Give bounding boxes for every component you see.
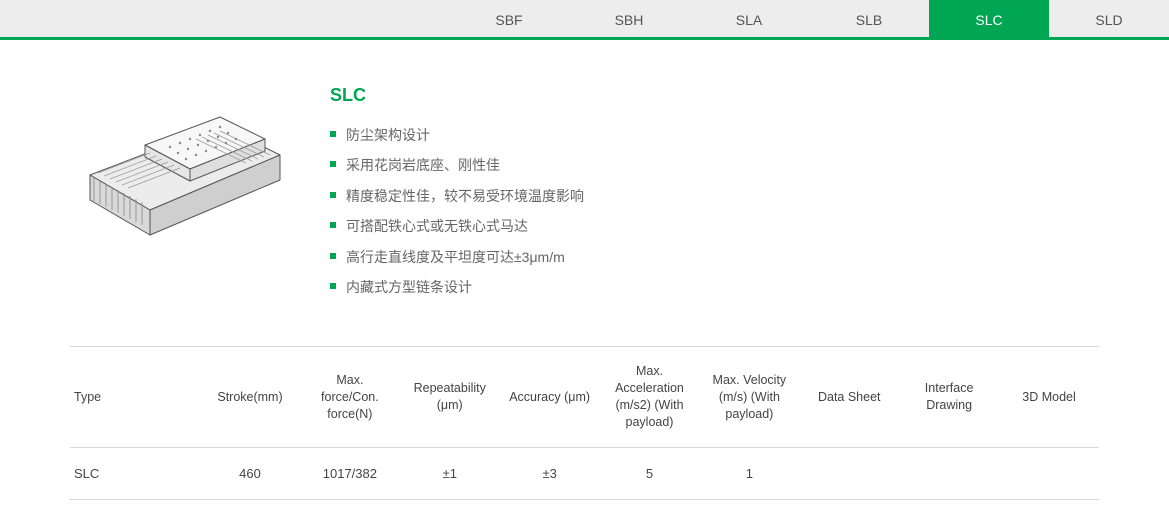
tab-sld[interactable]: SLD — [1049, 0, 1169, 37]
col-accel: Max. Acceleration (m/s2) (With payload) — [600, 347, 700, 448]
col-force: Max. force/Con. force(N) — [300, 347, 400, 448]
table-header-row: Type Stroke(mm) Max. force/Con. force(N)… — [70, 347, 1099, 448]
feature-item: 可搭配铁心式或无铁心式马达 — [330, 215, 584, 237]
feature-item: 防尘架构设计 — [330, 124, 584, 146]
cell-3dmodel[interactable] — [999, 447, 1099, 499]
cell-accuracy: ±3 — [500, 447, 600, 499]
table-row: SLC 460 1017/382 ±1 ±3 5 1 — [70, 447, 1099, 499]
col-stroke: Stroke(mm) — [200, 347, 300, 448]
cell-accel: 5 — [600, 447, 700, 499]
col-3dmodel: 3D Model — [999, 347, 1099, 448]
col-accuracy: Accuracy (μm) — [500, 347, 600, 448]
spec-table: Type Stroke(mm) Max. force/Con. force(N)… — [70, 346, 1099, 500]
col-interface: Interface Drawing — [899, 347, 999, 448]
col-velocity: Max. Velocity (m/s) (With payload) — [699, 347, 799, 448]
tab-sla[interactable]: SLA — [689, 0, 809, 37]
cell-type: SLC — [70, 447, 200, 499]
product-title: SLC — [330, 85, 584, 106]
cell-repeat: ±1 — [400, 447, 500, 499]
tab-slc[interactable]: SLC — [929, 0, 1049, 37]
col-type: Type — [70, 347, 200, 448]
cell-stroke: 460 — [200, 447, 300, 499]
cell-interface[interactable] — [899, 447, 999, 499]
feature-item: 高行走直线度及平坦度可达±3μm/m — [330, 246, 584, 268]
feature-item: 精度稳定性佳，较不易受环境温度影响 — [330, 185, 584, 207]
feature-item: 采用花岗岩底座、刚性佳 — [330, 154, 584, 176]
tab-sbf[interactable]: SBF — [449, 0, 569, 37]
cell-velocity: 1 — [699, 447, 799, 499]
cell-force: 1017/382 — [300, 447, 400, 499]
feature-list: 防尘架构设计 采用花岗岩底座、刚性佳 精度稳定性佳，较不易受环境温度影响 可搭配… — [330, 124, 584, 298]
product-tabs: SBF SBH SLA SLB SLC SLD — [0, 0, 1169, 40]
feature-item: 内藏式方型链条设计 — [330, 276, 584, 298]
tab-sbh[interactable]: SBH — [569, 0, 689, 37]
product-illustration — [70, 85, 290, 245]
tab-slb[interactable]: SLB — [809, 0, 929, 37]
col-datasheet: Data Sheet — [799, 347, 899, 448]
cell-datasheet[interactable] — [799, 447, 899, 499]
col-repeat: Repeatability (μm) — [400, 347, 500, 448]
